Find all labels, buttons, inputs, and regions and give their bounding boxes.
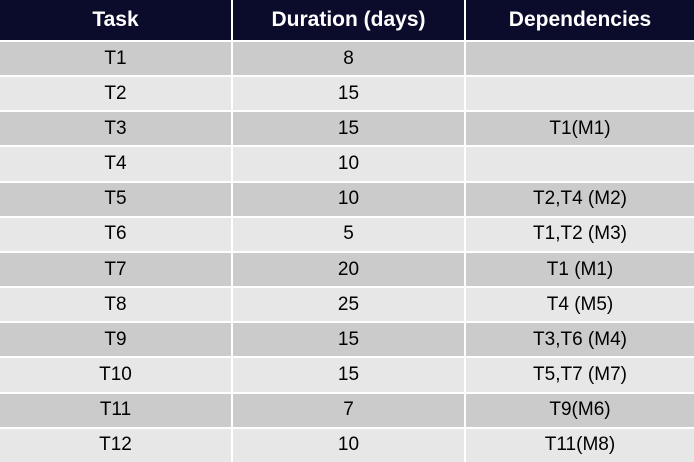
table-row: T1 8	[0, 41, 694, 78]
task-cell: T9	[0, 322, 233, 359]
table-row: T8 25 T4 (M5)	[0, 287, 694, 324]
table-row: T7 20 T1 (M1)	[0, 251, 694, 289]
dependencies-cell: T2,T4 (M2)	[465, 181, 694, 218]
dependencies-cell	[465, 41, 694, 78]
dependencies-cell: T1(M1)	[465, 111, 694, 148]
duration-cell: 15	[232, 357, 466, 394]
task-cell: T6	[0, 216, 233, 253]
table-body: T1 8 T2 15 T3 15 T1(M1) T4 10 T5 10 T2,T4 (M2) T6 5 T1…	[0, 41, 694, 462]
table-row: T2 15	[0, 76, 694, 113]
header-task: Task	[0, 0, 233, 42]
header-duration: Duration (days)	[232, 0, 466, 42]
dependencies-cell	[465, 76, 694, 113]
table-header: Task Duration (days) Dependencies	[0, 0, 694, 42]
dependencies-cell: T9(M6)	[465, 392, 694, 429]
table-row: T5 10 T2,T4 (M2)	[0, 181, 694, 218]
duration-cell: 8	[232, 41, 466, 78]
duration-cell: 10	[232, 146, 466, 183]
table-row: T9 15 T3,T6 (M4)	[0, 322, 694, 359]
dependencies-cell: T1,T2 (M3)	[465, 216, 694, 253]
table-row: T10 15 T5,T7 (M7)	[0, 357, 694, 394]
dependencies-cell: T5,T7 (M7)	[465, 357, 694, 394]
dependencies-cell: T3,T6 (M4)	[465, 322, 694, 359]
duration-cell: 20	[232, 251, 466, 289]
task-cell: T5	[0, 181, 233, 218]
dependencies-cell: T11(M8)	[465, 427, 694, 462]
header-dependencies: Dependencies	[465, 0, 694, 42]
duration-cell: 7	[232, 392, 466, 429]
task-cell: T11	[0, 392, 233, 429]
task-cell: T10	[0, 357, 233, 394]
duration-cell: 15	[232, 111, 466, 148]
duration-cell: 25	[232, 287, 466, 324]
table-row: T12 10 T11(M8)	[0, 427, 694, 462]
table-row: T11 7 T9(M6)	[0, 392, 694, 429]
duration-cell: 10	[232, 181, 466, 218]
header-row: Task Duration (days) Dependencies	[0, 0, 694, 42]
dependencies-cell: T1 (M1)	[465, 251, 694, 289]
dependencies-cell: T4 (M5)	[465, 287, 694, 324]
task-cell: T1	[0, 41, 233, 78]
task-cell: T7	[0, 251, 233, 289]
table-row: T3 15 T1(M1)	[0, 111, 694, 148]
duration-cell: 5	[232, 216, 466, 253]
task-cell: T4	[0, 146, 233, 183]
task-cell: T8	[0, 287, 233, 324]
task-cell: T3	[0, 111, 233, 148]
task-cell: T12	[0, 427, 233, 462]
duration-cell: 10	[232, 427, 466, 462]
table-row: T6 5 T1,T2 (M3)	[0, 216, 694, 253]
duration-cell: 15	[232, 322, 466, 359]
dependencies-cell	[465, 146, 694, 183]
task-cell: T2	[0, 76, 233, 113]
table-row: T4 10	[0, 146, 694, 183]
duration-cell: 15	[232, 76, 466, 113]
